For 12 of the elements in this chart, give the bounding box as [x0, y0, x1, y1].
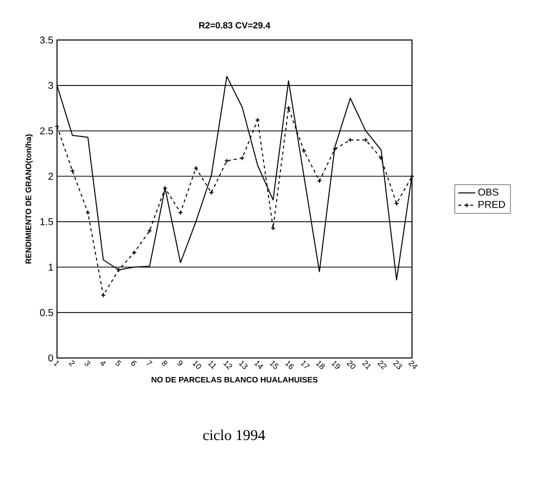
y-tick-label: 0.5 [40, 309, 54, 316]
legend-label: PRED [478, 201, 505, 208]
y-tick-label: 0 [48, 354, 54, 362]
text: ciclo 1994 [203, 430, 266, 440]
y-tick-label: 3.5 [40, 36, 54, 44]
y-tick-label: 2 [48, 172, 53, 180]
chart-title: R2=0.83 CV=29.4 [199, 22, 270, 28]
y-tick-label: 2.5 [40, 127, 54, 134]
legend-label: OBS [478, 188, 498, 196]
y-tick-label: 3 [48, 82, 54, 89]
y-tick-label: 1.5 [40, 218, 54, 226]
y-tick-label: 1 [48, 264, 53, 271]
